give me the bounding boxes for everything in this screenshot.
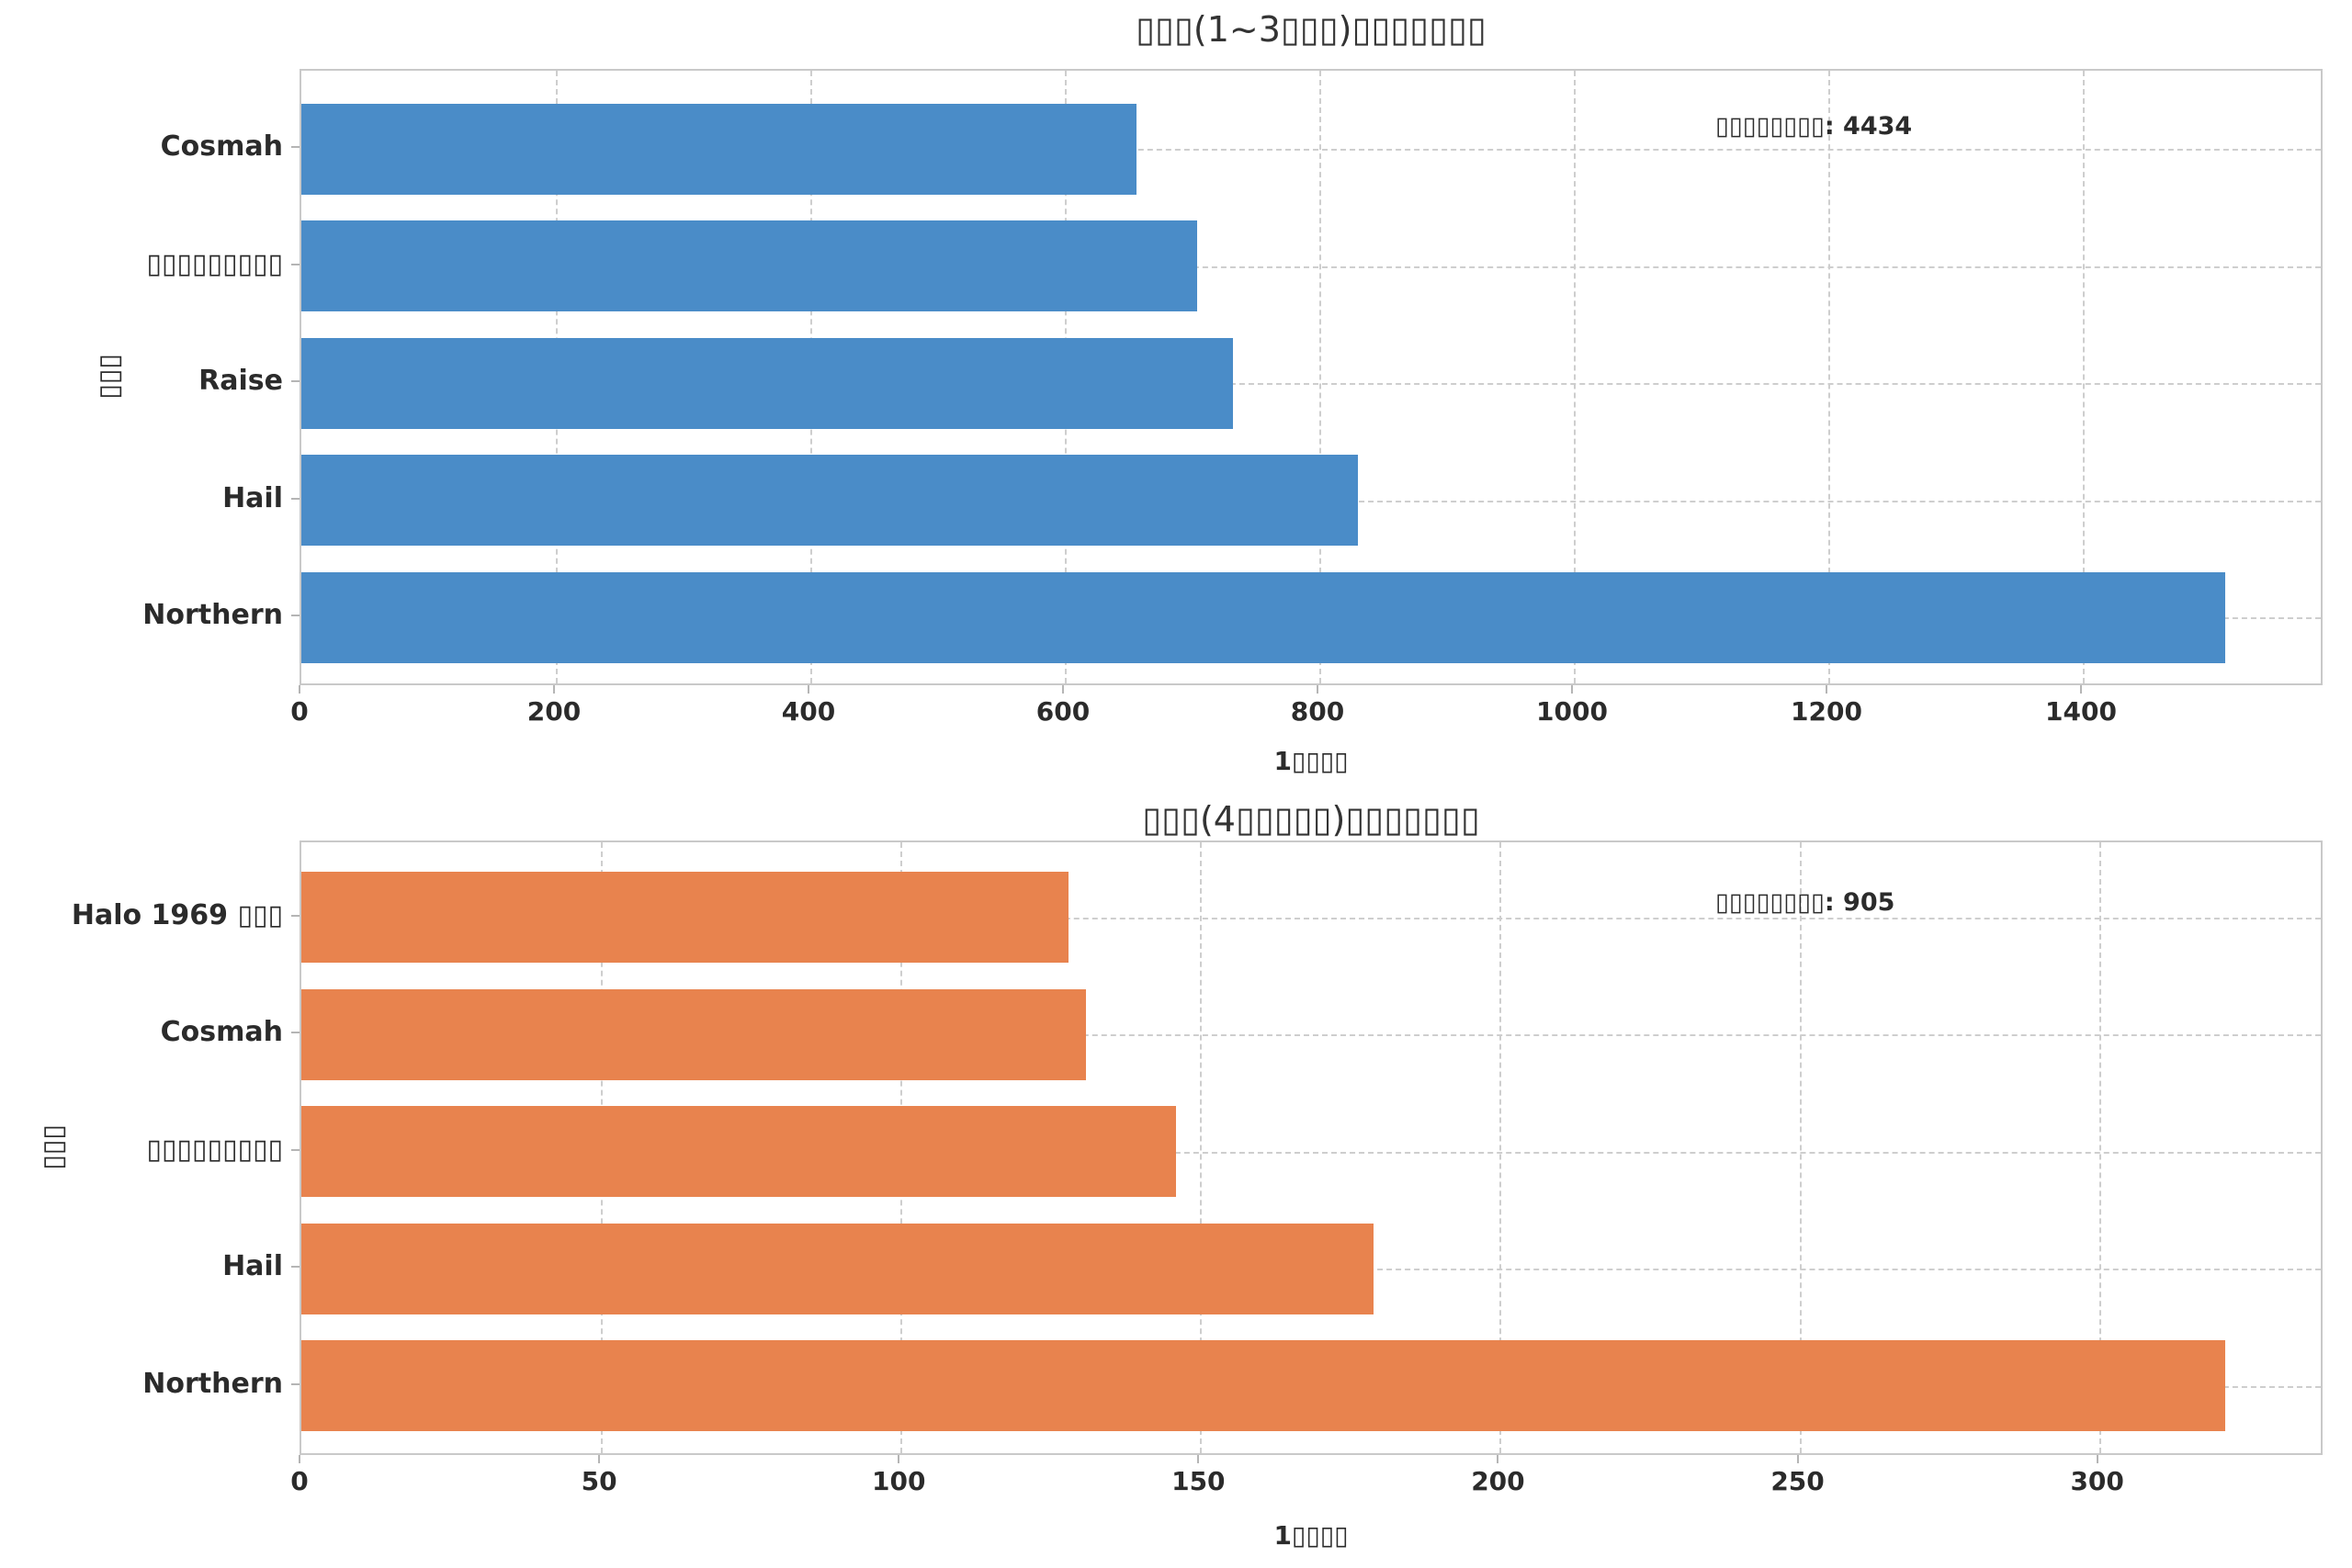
- y-tick-mark: [291, 497, 300, 500]
- category-label: Cosmah: [160, 130, 283, 163]
- y-tick-mark: [291, 380, 300, 382]
- bar: [301, 1223, 1374, 1314]
- x-gridline: [1828, 71, 1830, 683]
- x-tick-label: 200: [526, 696, 582, 727]
- x-tick-label: 50: [581, 1466, 617, 1496]
- bottom-x-axis-label: 1▯▯▯▯: [1273, 1520, 1349, 1551]
- x-tick-mark: [553, 685, 555, 694]
- y-tick-mark: [291, 1148, 300, 1151]
- x-tick-mark: [898, 1455, 900, 1463]
- y-tick-mark: [291, 146, 300, 148]
- y-tick-mark: [291, 1382, 300, 1385]
- x-tick-label: 600: [1035, 696, 1091, 727]
- y-gridline: [301, 1151, 2321, 1154]
- bar: [301, 988, 1087, 1080]
- category-label: ▯▯▯▯▯▯▯▯▯: [146, 1133, 283, 1166]
- x-tick-label: 200: [1471, 1466, 1525, 1496]
- x-tick-label: 300: [2070, 1466, 2124, 1496]
- bar: [301, 103, 1136, 195]
- x-tick-label: 150: [1171, 1466, 1226, 1496]
- y-gridline: [301, 383, 2321, 385]
- x-tick-mark: [1796, 1455, 1799, 1463]
- bar: [301, 1106, 1177, 1197]
- category-label: Raise: [198, 365, 283, 397]
- x-tick-mark: [1497, 1455, 1499, 1463]
- x-tick-mark: [299, 685, 300, 694]
- x-gridline: [1319, 71, 1321, 683]
- bottom-total-annotation: ▯▯▯▯▯▯▯▯: 905: [1715, 888, 1895, 917]
- category-label: Hail: [222, 1250, 283, 1282]
- x-tick-mark: [1197, 1455, 1200, 1463]
- x-tick-label: 800: [1290, 696, 1345, 727]
- y-gridline: [301, 265, 2321, 268]
- x-gridline: [1799, 842, 1802, 1453]
- x-tick-label: 1200: [1791, 696, 1862, 727]
- category-label: ▯▯▯▯▯▯▯▯▯: [146, 247, 283, 280]
- bottom-plot-area: ▯▯▯▯▯▯▯▯: 905: [300, 840, 2323, 1455]
- x-tick-mark: [2096, 1455, 2098, 1463]
- top-plot-area: ▯▯▯▯▯▯▯▯: 4434: [300, 69, 2323, 685]
- y-tick-mark: [291, 263, 300, 265]
- x-gridline: [1499, 842, 1502, 1453]
- y-tick-mark: [291, 1266, 300, 1268]
- x-tick-label: 0: [290, 1466, 309, 1496]
- y-gridline: [301, 1034, 2321, 1036]
- x-tick-mark: [1826, 685, 1827, 694]
- category-label: Halo 1969 ▯▯▯: [71, 898, 283, 931]
- category-label: Hail: [222, 481, 283, 514]
- x-gridline: [2083, 71, 2085, 683]
- top-x-axis-label: 1▯▯▯▯: [1273, 746, 1349, 776]
- x-tick-mark: [598, 1455, 601, 1463]
- bar: [301, 872, 1069, 963]
- x-tick-label: 250: [1770, 1466, 1825, 1496]
- top-chart-title: ▯▯▯(1~3▯▯▯)▯▯▯▯▯▯▯: [1136, 9, 1487, 50]
- x-tick-mark: [1317, 685, 1318, 694]
- y-gridline: [301, 149, 2321, 151]
- y-tick-mark: [291, 615, 300, 616]
- x-tick-mark: [299, 1455, 300, 1463]
- bar: [301, 1340, 2225, 1431]
- x-tick-mark: [808, 685, 809, 694]
- bottom-chart-title: ▯▯▯(4▯▯▯▯▯)▯▯▯▯▯▯▯: [1142, 799, 1480, 840]
- top-total-annotation: ▯▯▯▯▯▯▯▯: 4434: [1715, 112, 1913, 141]
- x-tick-label: 0: [290, 696, 309, 727]
- x-tick-mark: [1062, 685, 1064, 694]
- x-tick-mark: [1571, 685, 1573, 694]
- x-tick-label: 400: [781, 696, 836, 727]
- bar: [301, 220, 1198, 311]
- category-label: Northern: [142, 1367, 283, 1400]
- bar: [301, 571, 2226, 663]
- x-gridline: [2098, 842, 2101, 1453]
- category-label: Cosmah: [160, 1016, 283, 1048]
- y-tick-mark: [291, 1032, 300, 1033]
- bar: [301, 455, 1358, 546]
- x-tick-label: 1000: [1536, 696, 1608, 727]
- x-gridline: [1574, 71, 1576, 683]
- category-label: Northern: [142, 599, 283, 631]
- x-tick-mark: [2080, 685, 2082, 694]
- x-tick-label: 1400: [2045, 696, 2117, 727]
- x-gridline: [1200, 842, 1203, 1453]
- y-gridline: [301, 917, 2321, 919]
- x-tick-label: 100: [871, 1466, 926, 1496]
- bar: [301, 337, 1233, 429]
- y-tick-mark: [291, 914, 300, 917]
